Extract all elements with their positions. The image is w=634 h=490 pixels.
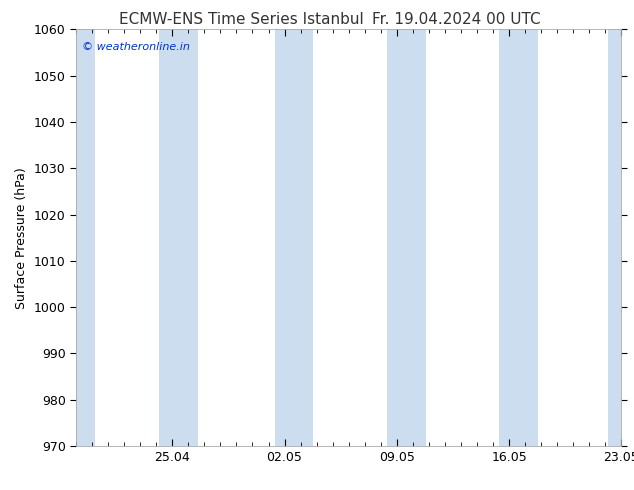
Bar (76, 29, 95, 446)
Bar (500, 29, 519, 446)
Bar (609, 29, 621, 446)
Bar (179, 29, 198, 446)
Y-axis label: Surface Pressure (hPa): Surface Pressure (hPa) (15, 167, 29, 309)
Bar (519, 29, 538, 446)
Bar (294, 29, 313, 446)
Text: ECMW-ENS Time Series Istanbul: ECMW-ENS Time Series Istanbul (119, 12, 363, 27)
Bar (406, 29, 425, 446)
Text: © weatheronline.in: © weatheronline.in (82, 42, 190, 52)
Bar (160, 29, 179, 446)
Bar (387, 29, 406, 446)
Text: Fr. 19.04.2024 00 UTC: Fr. 19.04.2024 00 UTC (372, 12, 541, 27)
Bar (275, 29, 294, 446)
